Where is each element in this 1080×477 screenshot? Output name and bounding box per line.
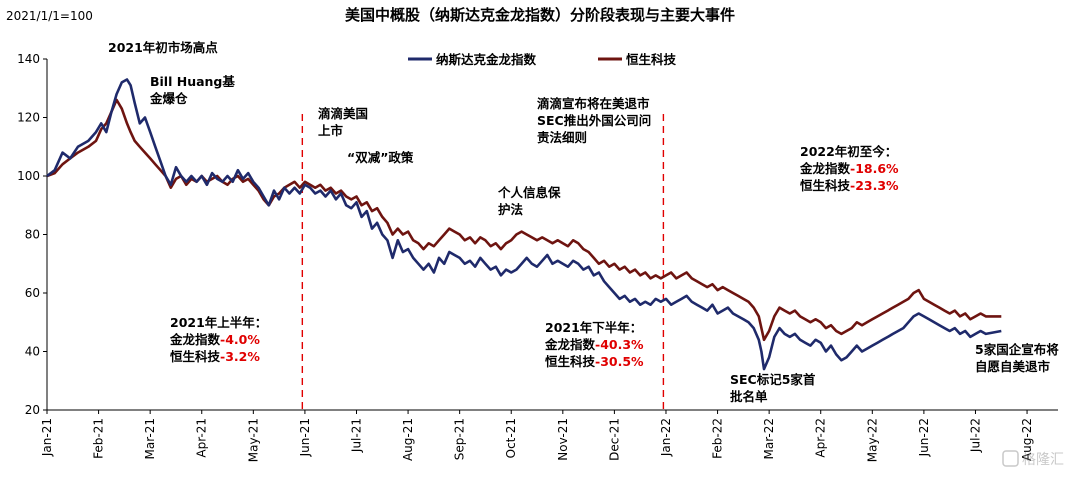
y-tick-label-1: 40: [25, 345, 40, 359]
summary-h2: 2021年下半年： 金龙指数-40.3% 恒生科技-30.5%: [544, 320, 648, 369]
y-tick-label-3: 80: [25, 228, 40, 242]
summary-ytd: 2022年初至今： 金龙指数-18.6% 恒生科技-23.3%: [799, 144, 903, 193]
x-tick-label-9: Oct-21: [504, 418, 518, 458]
summary-h1: 2021年上半年： 金龙指数-4.0% 恒生科技-3.2%: [169, 315, 272, 364]
chart-title: 美国中概股（纳斯达克金龙指数）分阶段表现与主要大事件: [345, 6, 735, 24]
x-tick-label-16: May-22: [865, 418, 879, 462]
event-lines: [301, 114, 665, 410]
x-tick-label-5: Jun-21: [298, 418, 312, 457]
annotation-soe-delist: 5家国企宣布将 自愿自美退市: [975, 342, 1063, 374]
axes: 20 40 60 80 100 120 140 Jan-21 Feb-21 Mar-21 Apr-2…: [17, 52, 1058, 462]
x-tick-label-0: Jan-21: [40, 418, 54, 457]
x-tick-label-1: Feb-21: [92, 418, 106, 459]
legend-label-1: 恒生科技: [626, 52, 677, 67]
x-tick-label-7: Aug-21: [401, 418, 415, 461]
x-tick-label-18: Jul-22: [968, 418, 982, 453]
x-tick-label-14: Mar-22: [762, 418, 776, 459]
x-tick-label-4: May-21: [246, 418, 260, 462]
annotation-didi-delist: 滴滴宣布将在美退市 SEC推出外国公司问 责法细则: [537, 96, 656, 145]
legend-label-0: 纳斯达克金龙指数: [436, 52, 537, 67]
watermark: 格隆汇: [1002, 450, 1064, 468]
base-note: 2021/1/1=100: [6, 9, 93, 23]
x-tick-label-13: Feb-22: [711, 418, 725, 459]
annotation-sec-list: SEC标记5家首 批名单: [730, 372, 820, 404]
x-tick-label-17: Jun-22: [917, 418, 931, 457]
annotation-privacy-law: 个人信息保 护法: [497, 185, 565, 217]
annotation-bill: Bill Huang基 金爆仓: [149, 74, 239, 106]
x-tick-label-10: Nov-21: [556, 418, 570, 461]
annotation-peak: 2021年初市场高点: [108, 40, 218, 55]
x-tick-label-6: Jul-21: [349, 418, 363, 453]
y-tick-label-2: 60: [25, 286, 40, 300]
y-tick-label-6: 140: [17, 52, 40, 66]
watermark-logo-icon: [1002, 450, 1019, 467]
y-tick-label-4: 100: [17, 169, 40, 183]
x-tick-label-2: Mar-21: [143, 418, 157, 459]
period-summaries: 2021年上半年： 金龙指数-4.0% 恒生科技-3.2% 2021年下半年： …: [169, 144, 903, 369]
annotations: 2021年初市场高点 Bill Huang基 金爆仓 滴滴美国 上市 “双减”政…: [108, 40, 1063, 404]
x-tick-label-15: Apr-22: [814, 418, 828, 458]
series-lines: [46, 78, 1002, 371]
watermark-text: 格隆汇: [1022, 452, 1064, 468]
legend: 纳斯达克金龙指数 恒生科技: [408, 52, 677, 67]
x-tick-label-19: Aug-22: [1020, 418, 1034, 461]
x-tick-label-3: Apr-21: [195, 418, 209, 458]
y-tick-label-5: 120: [17, 111, 40, 125]
series-line-0: [46, 78, 1002, 371]
y-tick-label-0: 20: [25, 403, 40, 417]
series-line-1: [46, 98, 1002, 342]
annotation-didi-ipo: 滴滴美国 上市: [318, 106, 372, 138]
x-tick-label-11: Dec-21: [607, 418, 621, 461]
x-tick-label-8: Sep-21: [453, 418, 467, 460]
annotation-double-reduction: “双减”政策: [347, 150, 414, 165]
x-tick-label-12: Jan-22: [659, 418, 673, 457]
